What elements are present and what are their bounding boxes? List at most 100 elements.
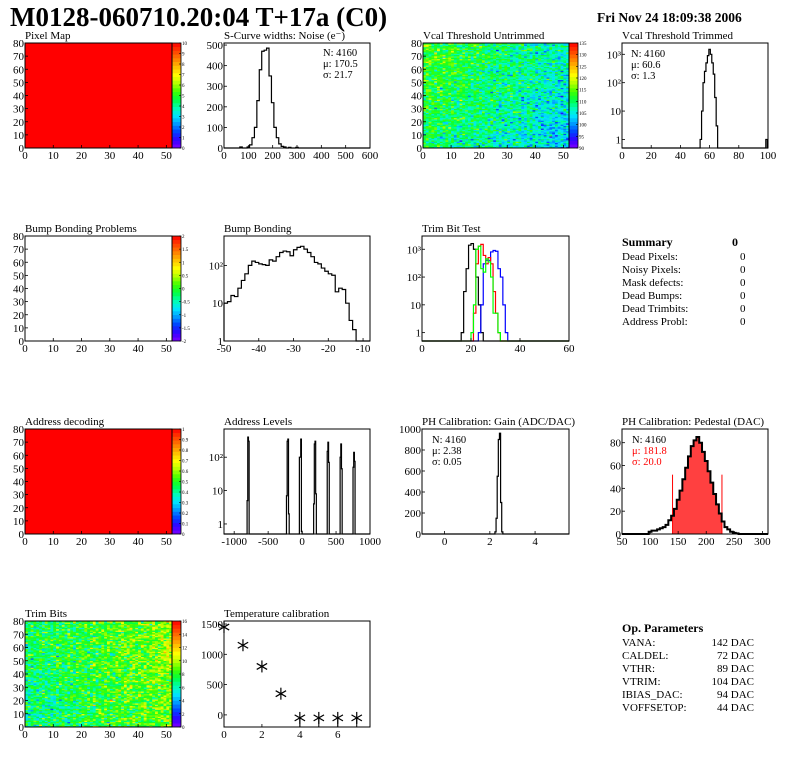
heatmap-cell — [481, 69, 486, 71]
heatmap-cell — [434, 112, 438, 115]
heatmap-cell — [532, 86, 536, 88]
heatmap-cell — [501, 120, 505, 123]
heatmap-cell — [467, 96, 472, 99]
heatmap-cell — [515, 103, 519, 105]
heatmap-cell — [459, 85, 463, 87]
heatmap-cell — [442, 119, 446, 121]
heatmap-cell — [510, 124, 514, 126]
heatmap-cell — [524, 120, 528, 123]
heatmap-cell — [552, 92, 556, 95]
heatmap-cell — [563, 144, 567, 146]
palette-band — [172, 140, 181, 145]
heatmap-cell — [543, 99, 547, 102]
heatmap-cell — [549, 138, 553, 141]
heatmap-cell — [459, 120, 463, 123]
heatmap-cell — [504, 69, 508, 71]
heatmap-cell — [493, 75, 497, 78]
y-tick-label: 60 — [610, 461, 622, 473]
heatmap-cell — [453, 60, 457, 62]
heatmap-cell — [487, 54, 491, 57]
param-label: VTRIM: — [622, 676, 661, 688]
heatmap-cell — [487, 116, 491, 119]
palette-band — [172, 492, 181, 497]
heatmap-cell — [501, 74, 505, 77]
palette-band — [569, 54, 578, 59]
palette-band — [172, 43, 181, 48]
heatmap-cell — [557, 70, 561, 73]
heatmap-cell — [546, 46, 550, 49]
heatmap-cell — [481, 53, 486, 56]
heatmap-cell — [481, 138, 486, 141]
heatmap-cell — [445, 48, 449, 50]
heatmap-cell — [507, 125, 511, 128]
heatmap-cell — [456, 140, 460, 142]
heatmap-cell — [481, 77, 486, 79]
heatmap-cell — [453, 81, 457, 83]
heatmap-cell — [543, 46, 547, 49]
heatmap-cell — [560, 81, 564, 83]
heatmap-cell — [459, 136, 463, 138]
heatmap-cell — [481, 46, 486, 49]
heatmap-cell — [451, 92, 455, 95]
heatmap-cell — [504, 141, 508, 144]
heatmap-cell — [524, 78, 528, 81]
heatmap-cell — [535, 87, 539, 90]
heatmap-cell — [526, 129, 530, 132]
heatmap-cell — [524, 43, 528, 45]
heatmap-cell — [549, 146, 553, 149]
heatmap-cell — [510, 71, 514, 74]
heatmap-cell — [566, 129, 570, 132]
heatmap-cell — [437, 113, 441, 116]
heatmap-cell — [566, 62, 570, 65]
heatmap-cell — [538, 78, 542, 81]
heatmap-cell — [560, 83, 564, 86]
heatmap-cell — [425, 132, 429, 134]
heatmap-cell — [434, 123, 438, 125]
heatmap-cell — [501, 140, 505, 142]
heatmap-cell — [493, 73, 497, 75]
heatmap-cell — [554, 106, 559, 108]
heatmap-cell — [496, 44, 500, 46]
heatmap-cell — [560, 116, 564, 119]
heatmap-cell — [535, 116, 539, 119]
heatmap-cell — [507, 134, 511, 137]
heatmap-cell — [434, 45, 438, 48]
heatmap-cell — [434, 77, 438, 79]
heatmap-cell — [552, 69, 556, 71]
heatmap-cell — [30, 624, 34, 627]
heatmap-cell — [504, 70, 508, 73]
heatmap-cell — [566, 113, 570, 116]
heatmap-cell — [423, 137, 427, 140]
heatmap-cell — [467, 73, 472, 75]
heatmap-cell — [538, 108, 542, 111]
heatmap-cell — [529, 146, 533, 149]
y-tick-label: 70 — [13, 51, 25, 63]
heatmap-cell — [434, 88, 438, 91]
heatmap-cell — [473, 92, 477, 95]
heatmap-cell — [451, 138, 455, 141]
heatmap-cell — [510, 127, 514, 129]
heatmap-cell — [493, 53, 497, 56]
heatmap-cell — [566, 127, 570, 129]
heatmap-cell — [423, 83, 427, 86]
heatmap-cell — [487, 106, 491, 108]
heatmap-cell — [498, 85, 502, 87]
heatmap-cell — [476, 119, 480, 121]
heatmap-cell — [484, 58, 488, 61]
heatmap-cell — [459, 129, 463, 132]
heatmap-cell — [563, 117, 567, 120]
heatmap-cell — [554, 116, 559, 119]
heatmap-cell — [510, 145, 514, 147]
heatmap-cell — [465, 91, 469, 94]
heatmap-cell — [487, 64, 491, 66]
heatmap-cell — [434, 108, 438, 111]
heatmap-cell — [467, 92, 472, 95]
heatmap-cell — [487, 104, 491, 107]
heatmap-cell — [560, 75, 564, 78]
heatmap-cell — [524, 48, 528, 50]
heatmap-cell — [507, 115, 511, 117]
heatmap-cell — [543, 123, 547, 125]
stats-line: σ: 20.0 — [632, 457, 662, 468]
heatmap-cell — [521, 67, 525, 70]
